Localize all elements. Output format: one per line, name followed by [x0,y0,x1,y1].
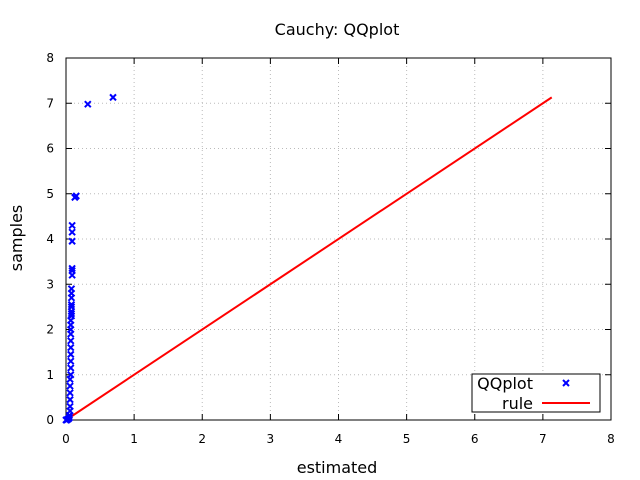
x-tick-label: 8 [607,432,615,446]
data-point-QQplot [68,266,76,275]
data-point-QQplot [67,364,75,372]
data-point-QQplot [67,343,75,352]
data-point-QQplot [66,382,74,390]
y-tick-label: 6 [46,142,54,156]
x-tick-label: 3 [267,432,275,446]
x-tick-label: 5 [403,432,411,446]
series-line-rule [65,96,553,421]
data-point-QQplot [67,350,75,359]
data-point-QQplot [67,371,75,379]
chart-title: Cauchy: QQplot [275,20,400,39]
x-tick-label: 4 [335,432,343,446]
y-tick-label: 2 [46,323,54,337]
legend-marker-qqplot [562,379,570,387]
x-tick-label: 0 [62,432,70,446]
series [62,93,553,424]
data-point-QQplot [67,300,76,309]
x-tick-label: 6 [471,432,479,446]
legend-box [471,373,601,413]
data-point-QQplot [72,192,80,200]
y-tick-label: 5 [46,187,54,201]
legend-label-rule: rule [502,394,533,413]
axis-ticks: 0 1 2 3 4 5 6 7 8 0 1 2 3 4 5 6 7 8 [46,51,614,446]
data-point-QQplot [66,402,74,411]
x-tick-label: 2 [198,432,206,446]
data-point-QQplot [66,395,74,404]
data-point-QQplot [68,264,76,273]
legend-label-qqplot: QQplot [477,374,533,393]
y-tick-label: 4 [46,232,54,246]
legend: QQplot rule [471,373,601,413]
y-tick-label: 0 [46,413,54,427]
data-point-QQplot [67,309,76,318]
data-point-QQplot [68,221,76,230]
data-point-QQplot [68,237,76,245]
x-tick-label: 1 [130,432,138,446]
data-point-QQplot [109,93,117,102]
data-point-QQplot [67,303,76,311]
data-point-QQplot [68,228,76,236]
y-tick-label: 8 [46,51,54,65]
x-tick-label: 7 [539,432,547,446]
data-point-QQplot [66,389,74,397]
data-point-QQplot [67,337,75,345]
x-axis-title: estimated [297,458,378,477]
data-point-QQplot [67,357,75,365]
data-point-QQplot [65,414,74,422]
data-point-QQplot [84,100,92,108]
y-tick-label: 7 [46,96,54,110]
y-axis-title: samples [7,205,26,272]
data-point-QQplot [67,285,76,293]
y-tick-label: 3 [46,277,54,291]
y-tick-label: 1 [46,368,54,382]
